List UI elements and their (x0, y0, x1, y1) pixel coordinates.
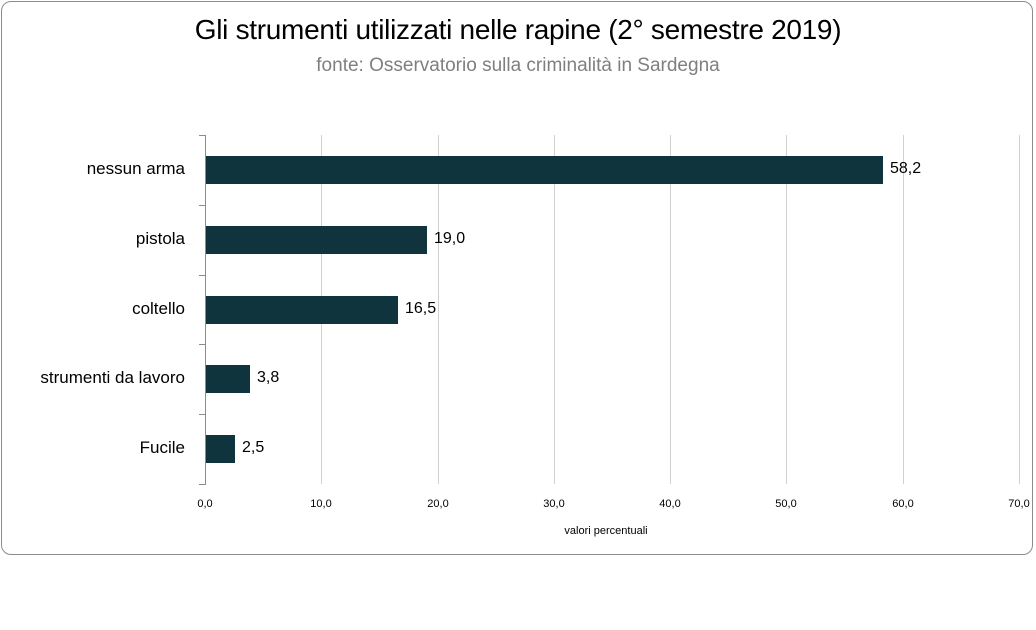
gridline (1019, 135, 1020, 484)
chart-title: Gli strumenti utilizzati nelle rapine (2… (194, 14, 842, 45)
data-label: 2,5 (242, 439, 265, 456)
category-label: pistola (135, 229, 185, 248)
y-tick (199, 275, 206, 276)
y-tick (199, 135, 206, 136)
y-tick (199, 484, 206, 485)
bar (206, 226, 427, 254)
data-label: 19,0 (434, 230, 466, 247)
bar (206, 156, 883, 184)
x-tick-label: 30,0 (543, 498, 565, 510)
gridline (786, 135, 787, 484)
x-axis-title: valori percentuali (564, 525, 648, 537)
y-tick (199, 414, 206, 415)
x-tick-label: 40,0 (659, 498, 681, 510)
bar (206, 365, 250, 393)
gridline (670, 135, 671, 484)
chart-frame (1, 1, 1033, 555)
x-tick-label: 10,0 (310, 498, 332, 510)
x-tick-label: 0,0 (197, 498, 213, 510)
gridline (903, 135, 904, 484)
bar (206, 435, 235, 463)
chart-subtitle: fonte: Osservatorio sulla criminalità in… (316, 55, 720, 76)
category-label: coltello (132, 299, 185, 318)
category-label: nessun arma (86, 159, 185, 178)
data-label: 58,2 (890, 160, 922, 177)
x-tick-label: 70,0 (1008, 498, 1030, 510)
y-tick (199, 205, 206, 206)
gridline (438, 135, 439, 484)
category-label: strumenti da lavoro (40, 368, 185, 387)
x-tick-label: 60,0 (892, 498, 914, 510)
data-label: 3,8 (257, 369, 280, 386)
bar (206, 296, 398, 324)
x-tick-label: 50,0 (775, 498, 797, 510)
y-axis (205, 135, 206, 484)
data-label: 16,5 (405, 300, 437, 317)
y-tick (199, 344, 206, 345)
x-tick-label: 20,0 (427, 498, 449, 510)
category-label: Fucile (139, 438, 185, 457)
gridline (554, 135, 555, 484)
